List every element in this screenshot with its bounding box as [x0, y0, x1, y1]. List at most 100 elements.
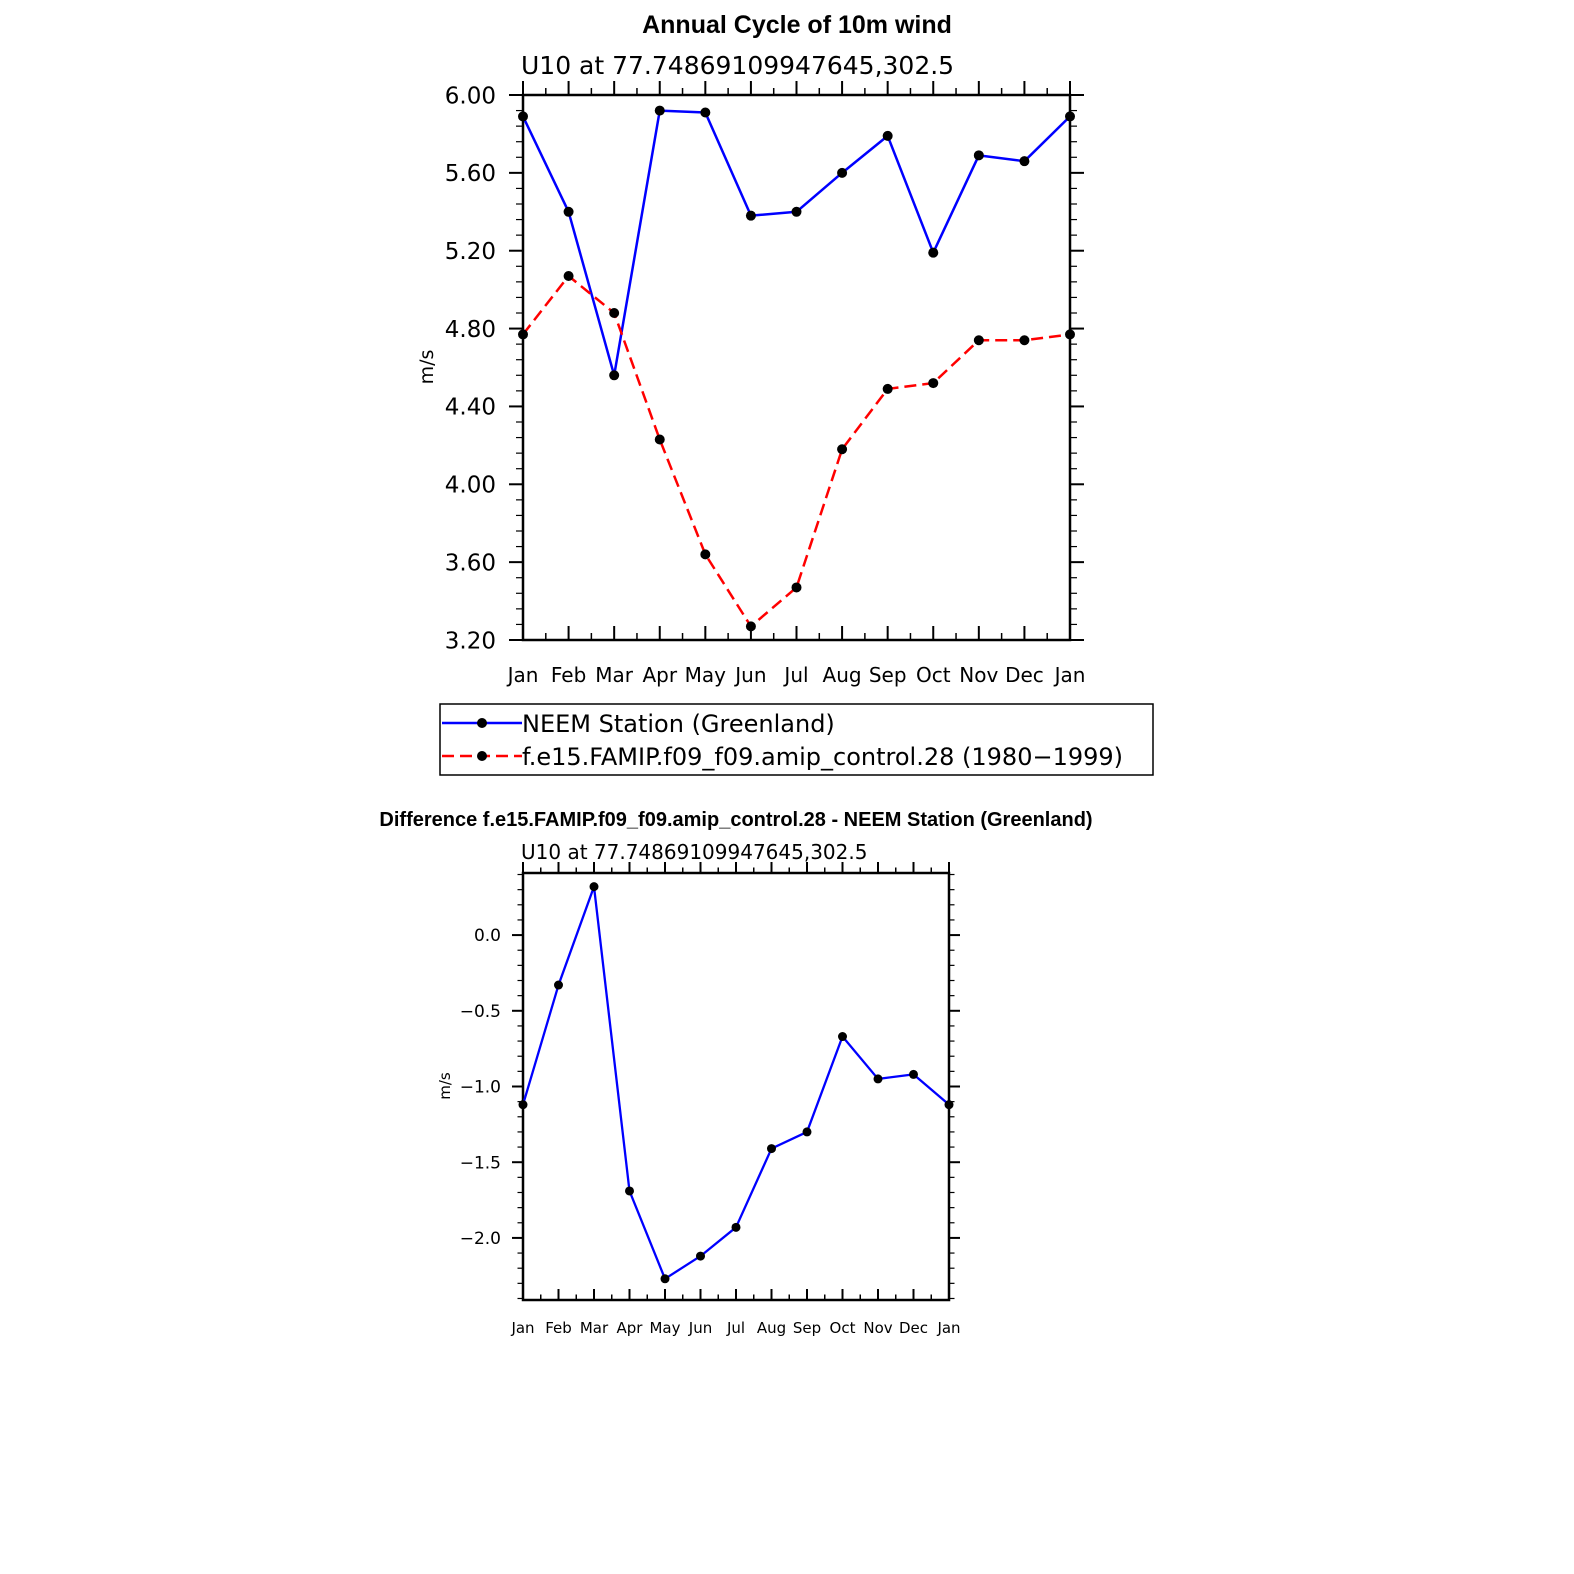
x-tick-label: Apr: [642, 663, 677, 687]
x-tick-label: Sep: [793, 1319, 821, 1337]
x-tick-label: Nov: [863, 1319, 892, 1337]
data-point: [944, 1100, 954, 1110]
y-tick-label: −1.0: [460, 1078, 501, 1098]
data-point: [882, 130, 893, 141]
legend-marker-model: [477, 751, 487, 761]
legend-box: [439, 703, 1154, 776]
y-axis-label: m/s: [416, 350, 438, 385]
plot-area: Jan Feb Mar Apr May Jun Jul Aug Sep Oct Nov Dec Jan 3…: [445, 81, 1086, 687]
data-point: [928, 247, 939, 258]
data-point: [589, 882, 599, 892]
x-tick-label: Aug: [823, 663, 862, 687]
data-point: [791, 582, 802, 593]
chart-subtitle: U10 at 77.74869109947645,302.5: [521, 51, 954, 80]
legend-marker-neem: [477, 718, 487, 728]
data-point: [791, 206, 802, 217]
data-point: [909, 1069, 918, 1079]
y-tick-label: 3.20: [445, 628, 496, 654]
data-point: [973, 150, 984, 161]
x-tick-label: Jan: [1053, 663, 1086, 687]
data-point: [928, 378, 939, 389]
data-point: [731, 1222, 741, 1232]
data-point: [1019, 335, 1030, 346]
x-tick-label: Dec: [1005, 663, 1044, 687]
x-tick-label: Oct: [830, 1319, 856, 1337]
annual-cycle-chart: Annual Cycle of 10m wind U10 at 77.74869…: [416, 11, 1154, 776]
chart-subtitle: U10 at 77.74869109947645,302.5: [521, 840, 867, 864]
x-tick-label: Mar: [595, 663, 634, 687]
x-tick-label: Nov: [959, 663, 998, 687]
series-line-0: [521, 109, 1071, 377]
x-tick-label: Jul: [726, 1319, 745, 1337]
data-point: [563, 206, 574, 217]
data-point: [518, 329, 528, 340]
x-tick-label: Jan: [510, 1319, 534, 1337]
data-point: [654, 434, 665, 445]
x-tick-label: Sep: [869, 663, 907, 687]
difference-chart: Difference f.e15.FAMIP.f09_f09.amip_cont…: [379, 809, 1092, 1337]
data-point: [609, 370, 620, 381]
legend-label-model: f.e15.FAMIP.f09_f09.amip_control.28 (198…: [522, 743, 1123, 771]
data-point: [696, 1251, 705, 1261]
data-point: [745, 210, 756, 221]
y-tick-label: 4.00: [445, 473, 496, 499]
x-tick-label: Jun: [688, 1319, 712, 1337]
y-tick-label: 0.0: [474, 926, 501, 946]
y-tick-label: 6.00: [445, 83, 496, 109]
chart-title: Difference f.e15.FAMIP.f09_f09.amip_cont…: [379, 809, 1092, 831]
data-point: [554, 980, 563, 990]
data-point: [518, 111, 528, 122]
data-point: [882, 383, 893, 394]
series-line-1: [522, 274, 1071, 628]
x-tick-label: Jan: [936, 1319, 960, 1337]
x-tick-label: Jun: [733, 663, 766, 687]
data-point: [745, 621, 756, 632]
x-tick-label: Oct: [916, 663, 951, 687]
x-tick-label: Jan: [506, 663, 539, 687]
data-point: [873, 1074, 883, 1084]
data-point: [838, 1032, 847, 1042]
data-point: [973, 335, 984, 346]
data-point: [767, 1144, 776, 1154]
y-axis-label: m/s: [436, 1072, 454, 1100]
data-point: [700, 549, 711, 560]
data-point: [1019, 156, 1030, 167]
data-point: [802, 1127, 812, 1137]
data-point: [1065, 111, 1075, 122]
data-point: [700, 107, 711, 118]
series-line-0: [521, 885, 950, 1280]
x-tick-label: May: [649, 1319, 680, 1337]
data-point: [654, 105, 665, 116]
chart-title: Annual Cycle of 10m wind: [642, 11, 952, 39]
data-point: [518, 1100, 528, 1110]
x-tick-label: Feb: [545, 1319, 572, 1337]
data-point: [609, 308, 620, 318]
data-point: [1065, 329, 1075, 340]
legend: NEEM Station (Greenland) f.e15.FAMIP.f09…: [439, 703, 1154, 776]
x-tick-label: Apr: [617, 1319, 644, 1337]
y-tick-label: −0.5: [460, 1002, 501, 1022]
legend-label-neem: NEEM Station (Greenland): [522, 710, 835, 738]
y-tick-label: 4.40: [445, 395, 496, 421]
x-tick-label: Dec: [899, 1319, 928, 1337]
y-tick-label: −1.5: [460, 1153, 501, 1173]
x-tick-label: May: [685, 663, 727, 687]
data-point: [625, 1186, 634, 1196]
data-point: [837, 167, 848, 178]
data-point: [563, 271, 574, 282]
y-tick-label: 5.60: [445, 161, 496, 187]
plot-area: Jan Feb Mar Apr May Jun Jul Aug Sep Oct Nov Dec Jan −…: [460, 862, 961, 1337]
x-tick-label: Mar: [580, 1319, 609, 1337]
x-tick-label: Jul: [782, 663, 808, 687]
y-tick-label: 5.20: [445, 239, 496, 265]
x-tick-label: Aug: [757, 1319, 786, 1337]
y-tick-label: −2.0: [460, 1229, 501, 1249]
y-tick-label: 3.60: [445, 550, 496, 576]
y-tick-label: 4.80: [445, 317, 496, 343]
x-tick-label: Feb: [551, 663, 586, 687]
plot-frame: [521, 871, 951, 1302]
data-point: [660, 1274, 670, 1284]
plot-frame: [521, 93, 1072, 642]
data-point: [837, 444, 848, 455]
